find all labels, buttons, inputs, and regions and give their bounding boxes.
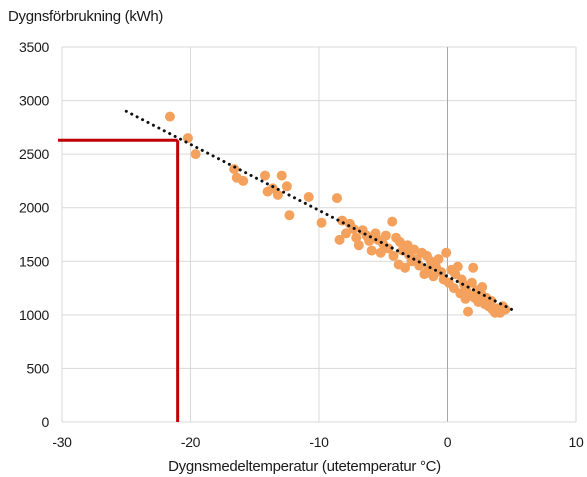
data-point	[281, 181, 292, 192]
x-tick-label: 10	[569, 434, 584, 450]
data-point	[387, 216, 398, 227]
data-point	[238, 175, 249, 186]
x-tick-label: 0	[444, 434, 452, 450]
data-point	[433, 254, 444, 265]
data-point	[276, 170, 287, 181]
data-point	[441, 247, 452, 258]
y-tick-label: 2000	[19, 200, 49, 216]
data-point	[468, 262, 479, 273]
data-point	[331, 193, 342, 204]
data-point	[500, 304, 511, 315]
y-tick-label: 3000	[19, 93, 49, 109]
y-tick-label: 3500	[19, 39, 49, 55]
data-point	[375, 247, 386, 258]
data-point	[182, 133, 193, 144]
x-tick-label: -20	[181, 434, 201, 450]
y-axis-title: Dygnsförbrukning (kWh)	[8, 8, 164, 25]
trendline	[124, 109, 514, 311]
data-point	[284, 210, 295, 221]
data-point	[164, 111, 175, 122]
y-tick-label: 500	[27, 360, 50, 376]
data-point	[463, 306, 474, 317]
data-point	[366, 245, 377, 256]
data-point	[303, 192, 314, 202]
data-point	[400, 262, 411, 273]
x-axis-title: Dygnsmedeltemperatur (utetemperatur °C)	[168, 458, 441, 475]
data-point	[414, 260, 425, 271]
data-point	[466, 277, 477, 288]
data-point	[272, 189, 283, 200]
data-point	[394, 237, 405, 247]
data-point	[364, 235, 375, 246]
data-point	[340, 228, 351, 239]
y-tick-label: 1000	[19, 307, 49, 323]
data-point	[260, 170, 271, 181]
data-point	[353, 240, 364, 251]
y-tick-label: 0	[42, 414, 50, 430]
data-point	[190, 149, 201, 160]
y-tick-label: 2500	[19, 146, 49, 162]
data-point	[409, 244, 420, 255]
data-point	[477, 282, 488, 292]
y-tick-label: 1500	[19, 253, 49, 269]
x-tick-label: -10	[309, 434, 329, 450]
data-point	[229, 164, 240, 175]
data-point	[388, 250, 399, 261]
data-point	[452, 261, 463, 272]
x-tick-label: -30	[52, 434, 72, 450]
data-point	[334, 234, 345, 245]
data-point	[380, 230, 391, 241]
data-point	[351, 232, 362, 243]
data-point	[428, 271, 439, 282]
data-point	[316, 217, 327, 228]
